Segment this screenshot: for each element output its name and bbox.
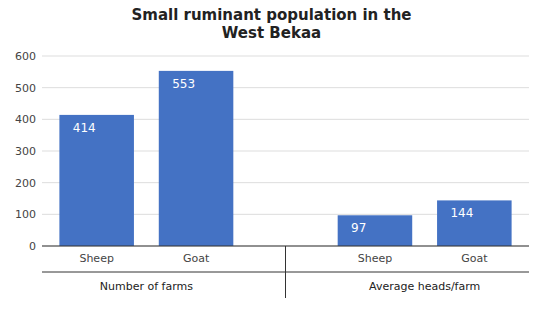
y-tick-label: 100 (15, 208, 36, 221)
data-label: 144 (450, 206, 473, 220)
bars (59, 71, 511, 246)
data-label: 97 (351, 221, 366, 235)
y-tick-label: 0 (29, 240, 36, 253)
data-label: 553 (172, 77, 195, 91)
y-tick-label: 300 (15, 145, 36, 158)
data-label: 414 (73, 121, 96, 135)
y-tick-label: 500 (15, 82, 36, 95)
group-label: Average heads/farm (369, 280, 480, 293)
x-tick-label: Goat (461, 252, 488, 265)
group-label: Number of farms (100, 280, 193, 293)
title: Small ruminant population in theWest Bek… (131, 6, 411, 42)
labels: 414 Sheep 553 Goat 97 Sheep 144 Goat Number of f… (73, 77, 488, 293)
y-tick-label: 600 (15, 50, 36, 63)
chart-container: Small ruminant population in theWest Bek… (0, 0, 543, 318)
grid-line (42, 87, 529, 88)
title-line: Small ruminant population in the (131, 6, 411, 24)
bar (338, 215, 413, 246)
group-divider (285, 246, 286, 298)
y-tick-label: 200 (15, 177, 36, 190)
x-tick-label: Goat (183, 252, 210, 265)
grid (42, 56, 529, 246)
y-tick-label: 400 (15, 113, 36, 126)
bar (159, 71, 234, 246)
bar (437, 200, 512, 246)
x-tick-label: Sheep (358, 252, 392, 265)
chart: Small ruminant population in theWest Bek… (0, 0, 543, 318)
x-tick-label: Sheep (79, 252, 113, 265)
title-line: West Bekaa (222, 24, 321, 42)
bar (59, 115, 134, 246)
grid-line (42, 56, 529, 57)
